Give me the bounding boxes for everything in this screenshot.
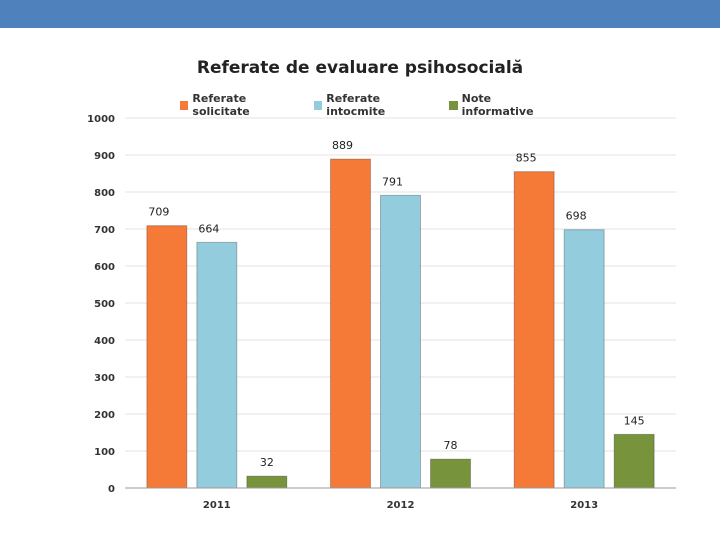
y-tick-label-500: 500 [94,299,115,310]
y-tick-label-1000: 1000 [87,114,115,125]
legend-swatch-2 [313,100,323,110]
x-tick-label-2011: 2011 [203,500,231,511]
bar-2013-3 [613,433,655,489]
legend-item-3: Note informative [449,92,560,118]
chart-title: Referate de evaluare psihosocială [196,58,524,78]
y-tick-label-600: 600 [94,262,115,273]
data-label-2011-3: 32 [260,456,274,469]
x-tick-label-2012: 2012 [387,500,415,511]
legend-label-1: Referate solicitate [192,92,250,118]
legend-swatch-3 [449,100,458,110]
bar-2013-1 [513,171,555,489]
bar-2011-1 [146,225,188,489]
bar-2011-2 [196,241,238,489]
data-label-2012-3: 78 [444,439,458,452]
y-tick-label-0: 0 [108,484,115,495]
header-band [0,0,720,28]
legend-item-1: Referate solicitate [180,92,300,118]
bar-2012-3 [430,458,471,489]
y-tick-label-300: 300 [94,373,115,384]
data-label-2013-3: 145 [624,414,645,427]
legend-swatch-1 [180,100,189,110]
data-label-2013-1: 855 [516,152,537,165]
chart-legend: Referate solicitate Referate intocmite N… [180,92,560,118]
bar-2012-2 [380,194,421,489]
data-label-2012-2: 791 [382,175,403,188]
y-tick-label-200: 200 [94,410,115,421]
bar-2012-1 [330,158,371,489]
y-tick-label-400: 400 [94,336,115,347]
data-label-2011-2: 664 [198,222,219,235]
data-label-2011-1: 709 [148,206,169,219]
data-label-2013-2: 698 [566,210,587,223]
y-tick-label-900: 900 [94,151,115,162]
legend-label-2: Referate intocmite [326,92,386,118]
legend-label-3: Note informative [461,92,534,118]
bar-2013-2 [563,229,605,489]
bar-2011-3 [246,475,288,489]
x-tick-label-2013: 2013 [570,500,598,511]
y-tick-label-100: 100 [94,447,115,458]
data-label-2012-1: 889 [332,139,353,152]
legend-item-2: Referate intocmite [313,92,435,118]
y-tick-label-700: 700 [94,225,115,236]
y-tick-label-800: 800 [94,188,115,199]
